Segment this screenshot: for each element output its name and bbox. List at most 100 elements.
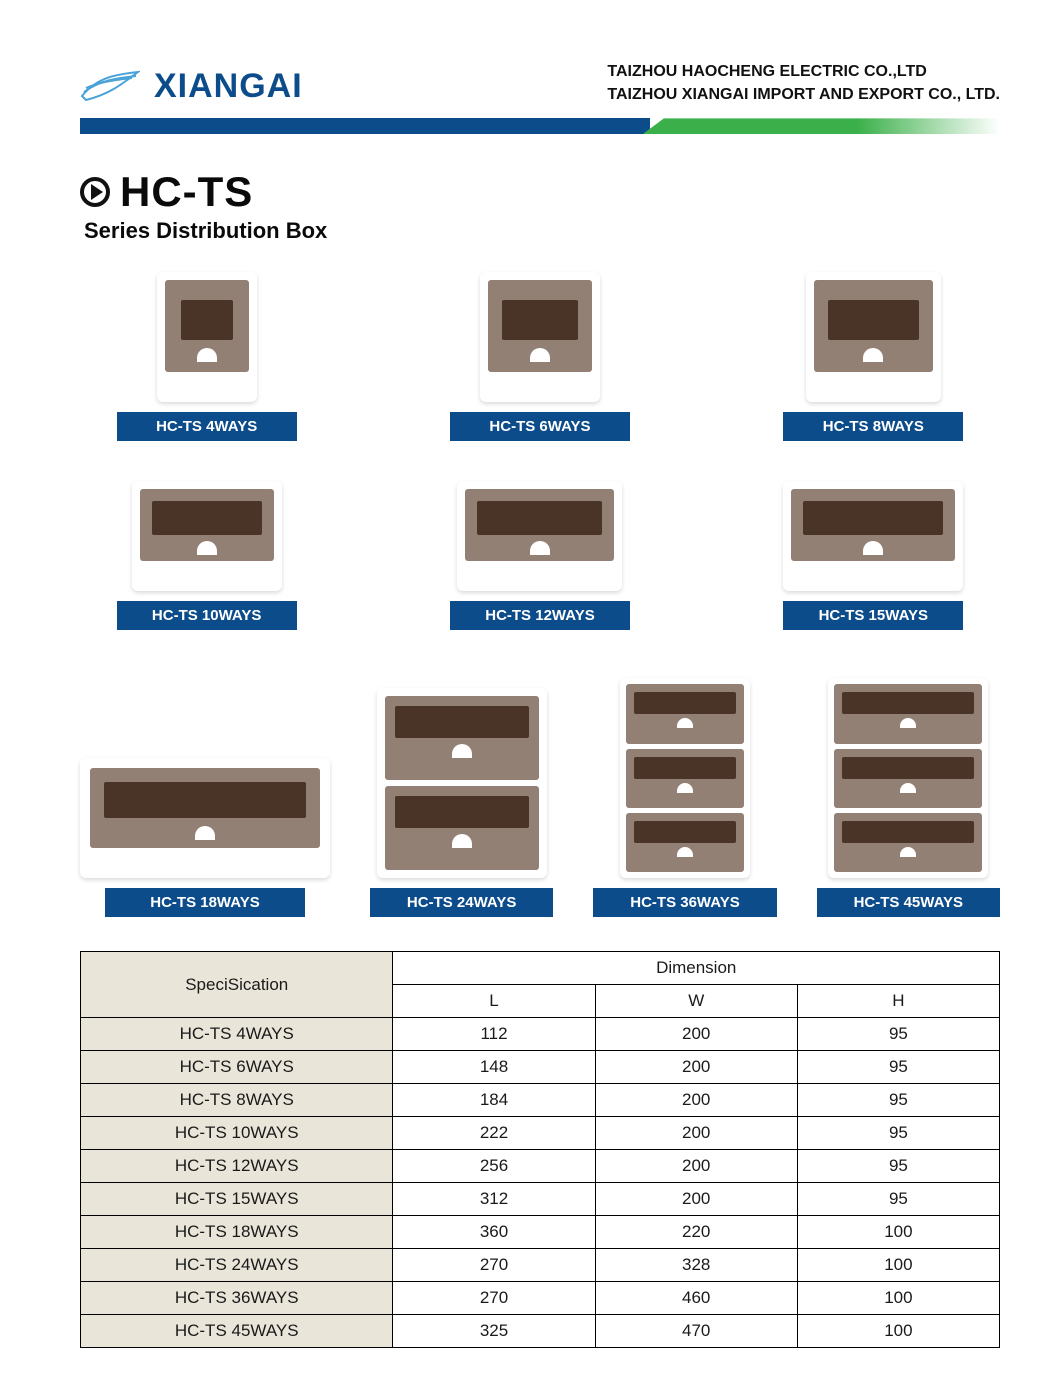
col-dimension: Dimension xyxy=(393,952,1000,985)
cell-L: 270 xyxy=(393,1282,595,1315)
cell-H: 100 xyxy=(797,1249,999,1282)
table-body: HC-TS 4WAYS11220095HC-TS 6WAYS14820095HC… xyxy=(81,1018,1000,1348)
product-grid-top: HC-TS 4WAYS HC-TS 6WAYS HC-TS 8WAYS xyxy=(80,272,1000,630)
product-cell: HC-TS 45WAYS xyxy=(817,678,1000,917)
cell-W: 200 xyxy=(595,1084,797,1117)
product-cell: HC-TS 8WAYS xyxy=(747,272,1000,441)
product-label: HC-TS 24WAYS xyxy=(370,888,553,917)
product-image xyxy=(783,481,963,591)
product-image xyxy=(620,678,750,878)
header-stripe xyxy=(80,118,1000,134)
company-info: TAIZHOU HAOCHENG ELECTRIC CO.,LTD TAIZHO… xyxy=(607,60,1000,106)
table-row: HC-TS 8WAYS18420095 xyxy=(81,1084,1000,1117)
product-label: HC-TS 10WAYS xyxy=(117,601,297,630)
cell-L: 184 xyxy=(393,1084,595,1117)
cell-H: 100 xyxy=(797,1315,999,1348)
stripe-green xyxy=(642,118,1000,134)
product-label: HC-TS 36WAYS xyxy=(593,888,776,917)
spec-table: SpeciSication Dimension L W H HC-TS 4WAY… xyxy=(80,951,1000,1348)
table-row: HC-TS 18WAYS360220100 xyxy=(81,1216,1000,1249)
brand-name: XIANGAI xyxy=(154,67,303,106)
table-row: HC-TS 15WAYS31220095 xyxy=(81,1183,1000,1216)
product-label: HC-TS 18WAYS xyxy=(105,888,305,917)
product-cell: HC-TS 4WAYS xyxy=(80,272,333,441)
product-image xyxy=(828,678,988,878)
product-grid-bottom: HC-TS 18WAYS HC-TS 24WAYS HC-TS 36WAYS xyxy=(80,678,1000,917)
series-subtitle: Series Distribution Box xyxy=(84,218,1000,244)
product-cell: HC-TS 12WAYS xyxy=(413,481,666,630)
table-row: HC-TS 36WAYS270460100 xyxy=(81,1282,1000,1315)
cell-L: 325 xyxy=(393,1315,595,1348)
product-cell: HC-TS 10WAYS xyxy=(80,481,333,630)
cell-spec: HC-TS 45WAYS xyxy=(81,1315,393,1348)
product-label: HC-TS 8WAYS xyxy=(783,412,963,441)
cell-spec: HC-TS 10WAYS xyxy=(81,1117,393,1150)
product-label: HC-TS 45WAYS xyxy=(817,888,1000,917)
table-row: HC-TS 10WAYS22220095 xyxy=(81,1117,1000,1150)
cell-spec: HC-TS 15WAYS xyxy=(81,1183,393,1216)
product-image xyxy=(806,272,941,402)
cell-H: 95 xyxy=(797,1018,999,1051)
cell-L: 312 xyxy=(393,1183,595,1216)
cell-H: 100 xyxy=(797,1216,999,1249)
series-code: HC-TS xyxy=(120,168,253,216)
cell-H: 95 xyxy=(797,1084,999,1117)
table-row: HC-TS 45WAYS325470100 xyxy=(81,1315,1000,1348)
cell-H: 95 xyxy=(797,1051,999,1084)
cell-W: 200 xyxy=(595,1018,797,1051)
cell-W: 200 xyxy=(595,1183,797,1216)
col-spec: SpeciSication xyxy=(81,952,393,1018)
cell-spec: HC-TS 12WAYS xyxy=(81,1150,393,1183)
leaf-logo-icon xyxy=(80,66,140,106)
table-row: HC-TS 4WAYS11220095 xyxy=(81,1018,1000,1051)
play-circle-icon xyxy=(80,177,110,207)
cell-W: 470 xyxy=(595,1315,797,1348)
cell-L: 148 xyxy=(393,1051,595,1084)
col-H: H xyxy=(797,985,999,1018)
product-image xyxy=(377,688,547,878)
title-block: HC-TS Series Distribution Box xyxy=(80,168,1000,244)
product-label: HC-TS 12WAYS xyxy=(450,601,630,630)
table-row: HC-TS 24WAYS270328100 xyxy=(81,1249,1000,1282)
page-header: XIANGAI TAIZHOU HAOCHENG ELECTRIC CO.,LT… xyxy=(80,60,1000,106)
product-image xyxy=(157,272,257,402)
product-cell: HC-TS 24WAYS xyxy=(370,688,553,917)
cell-spec: HC-TS 6WAYS xyxy=(81,1051,393,1084)
cell-spec: HC-TS 18WAYS xyxy=(81,1216,393,1249)
cell-W: 200 xyxy=(595,1051,797,1084)
col-W: W xyxy=(595,985,797,1018)
cell-W: 200 xyxy=(595,1150,797,1183)
product-image xyxy=(457,481,622,591)
company-line-1: TAIZHOU HAOCHENG ELECTRIC CO.,LTD xyxy=(607,60,1000,83)
brand-block: XIANGAI xyxy=(80,66,303,106)
product-cell: HC-TS 36WAYS xyxy=(593,678,776,917)
cell-spec: HC-TS 4WAYS xyxy=(81,1018,393,1051)
product-cell: HC-TS 18WAYS xyxy=(80,758,330,917)
cell-L: 256 xyxy=(393,1150,595,1183)
cell-L: 222 xyxy=(393,1117,595,1150)
stripe-blue xyxy=(80,118,650,134)
cell-L: 360 xyxy=(393,1216,595,1249)
cell-H: 95 xyxy=(797,1117,999,1150)
cell-H: 100 xyxy=(797,1282,999,1315)
cell-H: 95 xyxy=(797,1150,999,1183)
product-image xyxy=(132,481,282,591)
cell-spec: HC-TS 8WAYS xyxy=(81,1084,393,1117)
product-label: HC-TS 6WAYS xyxy=(450,412,630,441)
cell-L: 270 xyxy=(393,1249,595,1282)
cell-L: 112 xyxy=(393,1018,595,1051)
cell-W: 328 xyxy=(595,1249,797,1282)
product-image xyxy=(480,272,600,402)
cell-W: 460 xyxy=(595,1282,797,1315)
cell-spec: HC-TS 36WAYS xyxy=(81,1282,393,1315)
company-line-2: TAIZHOU XIANGAI IMPORT AND EXPORT CO., L… xyxy=(607,83,1000,106)
cell-spec: HC-TS 24WAYS xyxy=(81,1249,393,1282)
product-cell: HC-TS 6WAYS xyxy=(413,272,666,441)
catalog-page: XIANGAI TAIZHOU HAOCHENG ELECTRIC CO.,LT… xyxy=(0,0,1060,1388)
col-L: L xyxy=(393,985,595,1018)
product-label: HC-TS 15WAYS xyxy=(783,601,963,630)
table-head: SpeciSication Dimension L W H xyxy=(81,952,1000,1018)
product-label: HC-TS 4WAYS xyxy=(117,412,297,441)
cell-W: 220 xyxy=(595,1216,797,1249)
table-row: HC-TS 12WAYS25620095 xyxy=(81,1150,1000,1183)
